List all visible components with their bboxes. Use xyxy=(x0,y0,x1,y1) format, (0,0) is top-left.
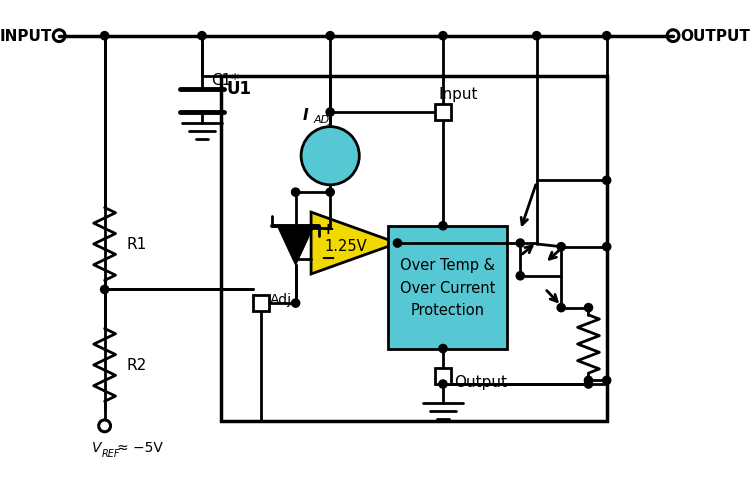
Text: ADJ: ADJ xyxy=(314,115,333,124)
Circle shape xyxy=(557,304,565,312)
Circle shape xyxy=(326,109,334,117)
Circle shape xyxy=(393,240,401,247)
Polygon shape xyxy=(277,226,314,265)
Text: Over Temp &
Over Current
Protection: Over Temp & Over Current Protection xyxy=(400,258,495,317)
Text: +: + xyxy=(321,222,334,237)
Circle shape xyxy=(584,377,593,385)
Circle shape xyxy=(603,177,611,185)
Text: U1: U1 xyxy=(227,80,252,98)
Text: OUTPUT: OUTPUT xyxy=(680,29,750,44)
Text: Output: Output xyxy=(454,374,507,389)
Circle shape xyxy=(292,189,299,197)
Bar xyxy=(389,226,507,349)
Circle shape xyxy=(301,127,359,185)
Text: R1: R1 xyxy=(126,237,147,252)
Text: INPUT: INPUT xyxy=(0,29,52,44)
Circle shape xyxy=(439,222,447,230)
Circle shape xyxy=(292,299,299,307)
Text: −: − xyxy=(320,249,335,267)
Text: R2: R2 xyxy=(126,358,147,373)
Bar xyxy=(221,77,606,422)
Circle shape xyxy=(439,380,447,388)
Text: 1.25V: 1.25V xyxy=(325,238,367,253)
Bar xyxy=(435,105,451,121)
Circle shape xyxy=(557,243,565,251)
Text: Adj.: Adj. xyxy=(270,292,296,306)
Text: REF: REF xyxy=(102,448,120,458)
Circle shape xyxy=(532,33,541,41)
Text: Input: Input xyxy=(438,87,478,102)
Text: ≈ −5V: ≈ −5V xyxy=(117,441,163,454)
Circle shape xyxy=(516,272,525,280)
Circle shape xyxy=(326,33,334,41)
Circle shape xyxy=(101,286,109,294)
Circle shape xyxy=(439,345,447,353)
Circle shape xyxy=(101,33,109,41)
Circle shape xyxy=(198,33,206,41)
Circle shape xyxy=(584,304,593,312)
Circle shape xyxy=(603,243,611,251)
Circle shape xyxy=(584,380,593,388)
Text: I: I xyxy=(303,108,308,123)
Bar xyxy=(435,368,451,384)
Circle shape xyxy=(516,240,525,247)
Polygon shape xyxy=(311,213,398,274)
Circle shape xyxy=(603,33,611,41)
Text: V: V xyxy=(91,441,101,454)
Circle shape xyxy=(439,33,447,41)
Circle shape xyxy=(603,377,611,385)
Bar xyxy=(253,295,269,312)
Text: C1*: C1* xyxy=(211,72,239,87)
Circle shape xyxy=(326,189,334,197)
